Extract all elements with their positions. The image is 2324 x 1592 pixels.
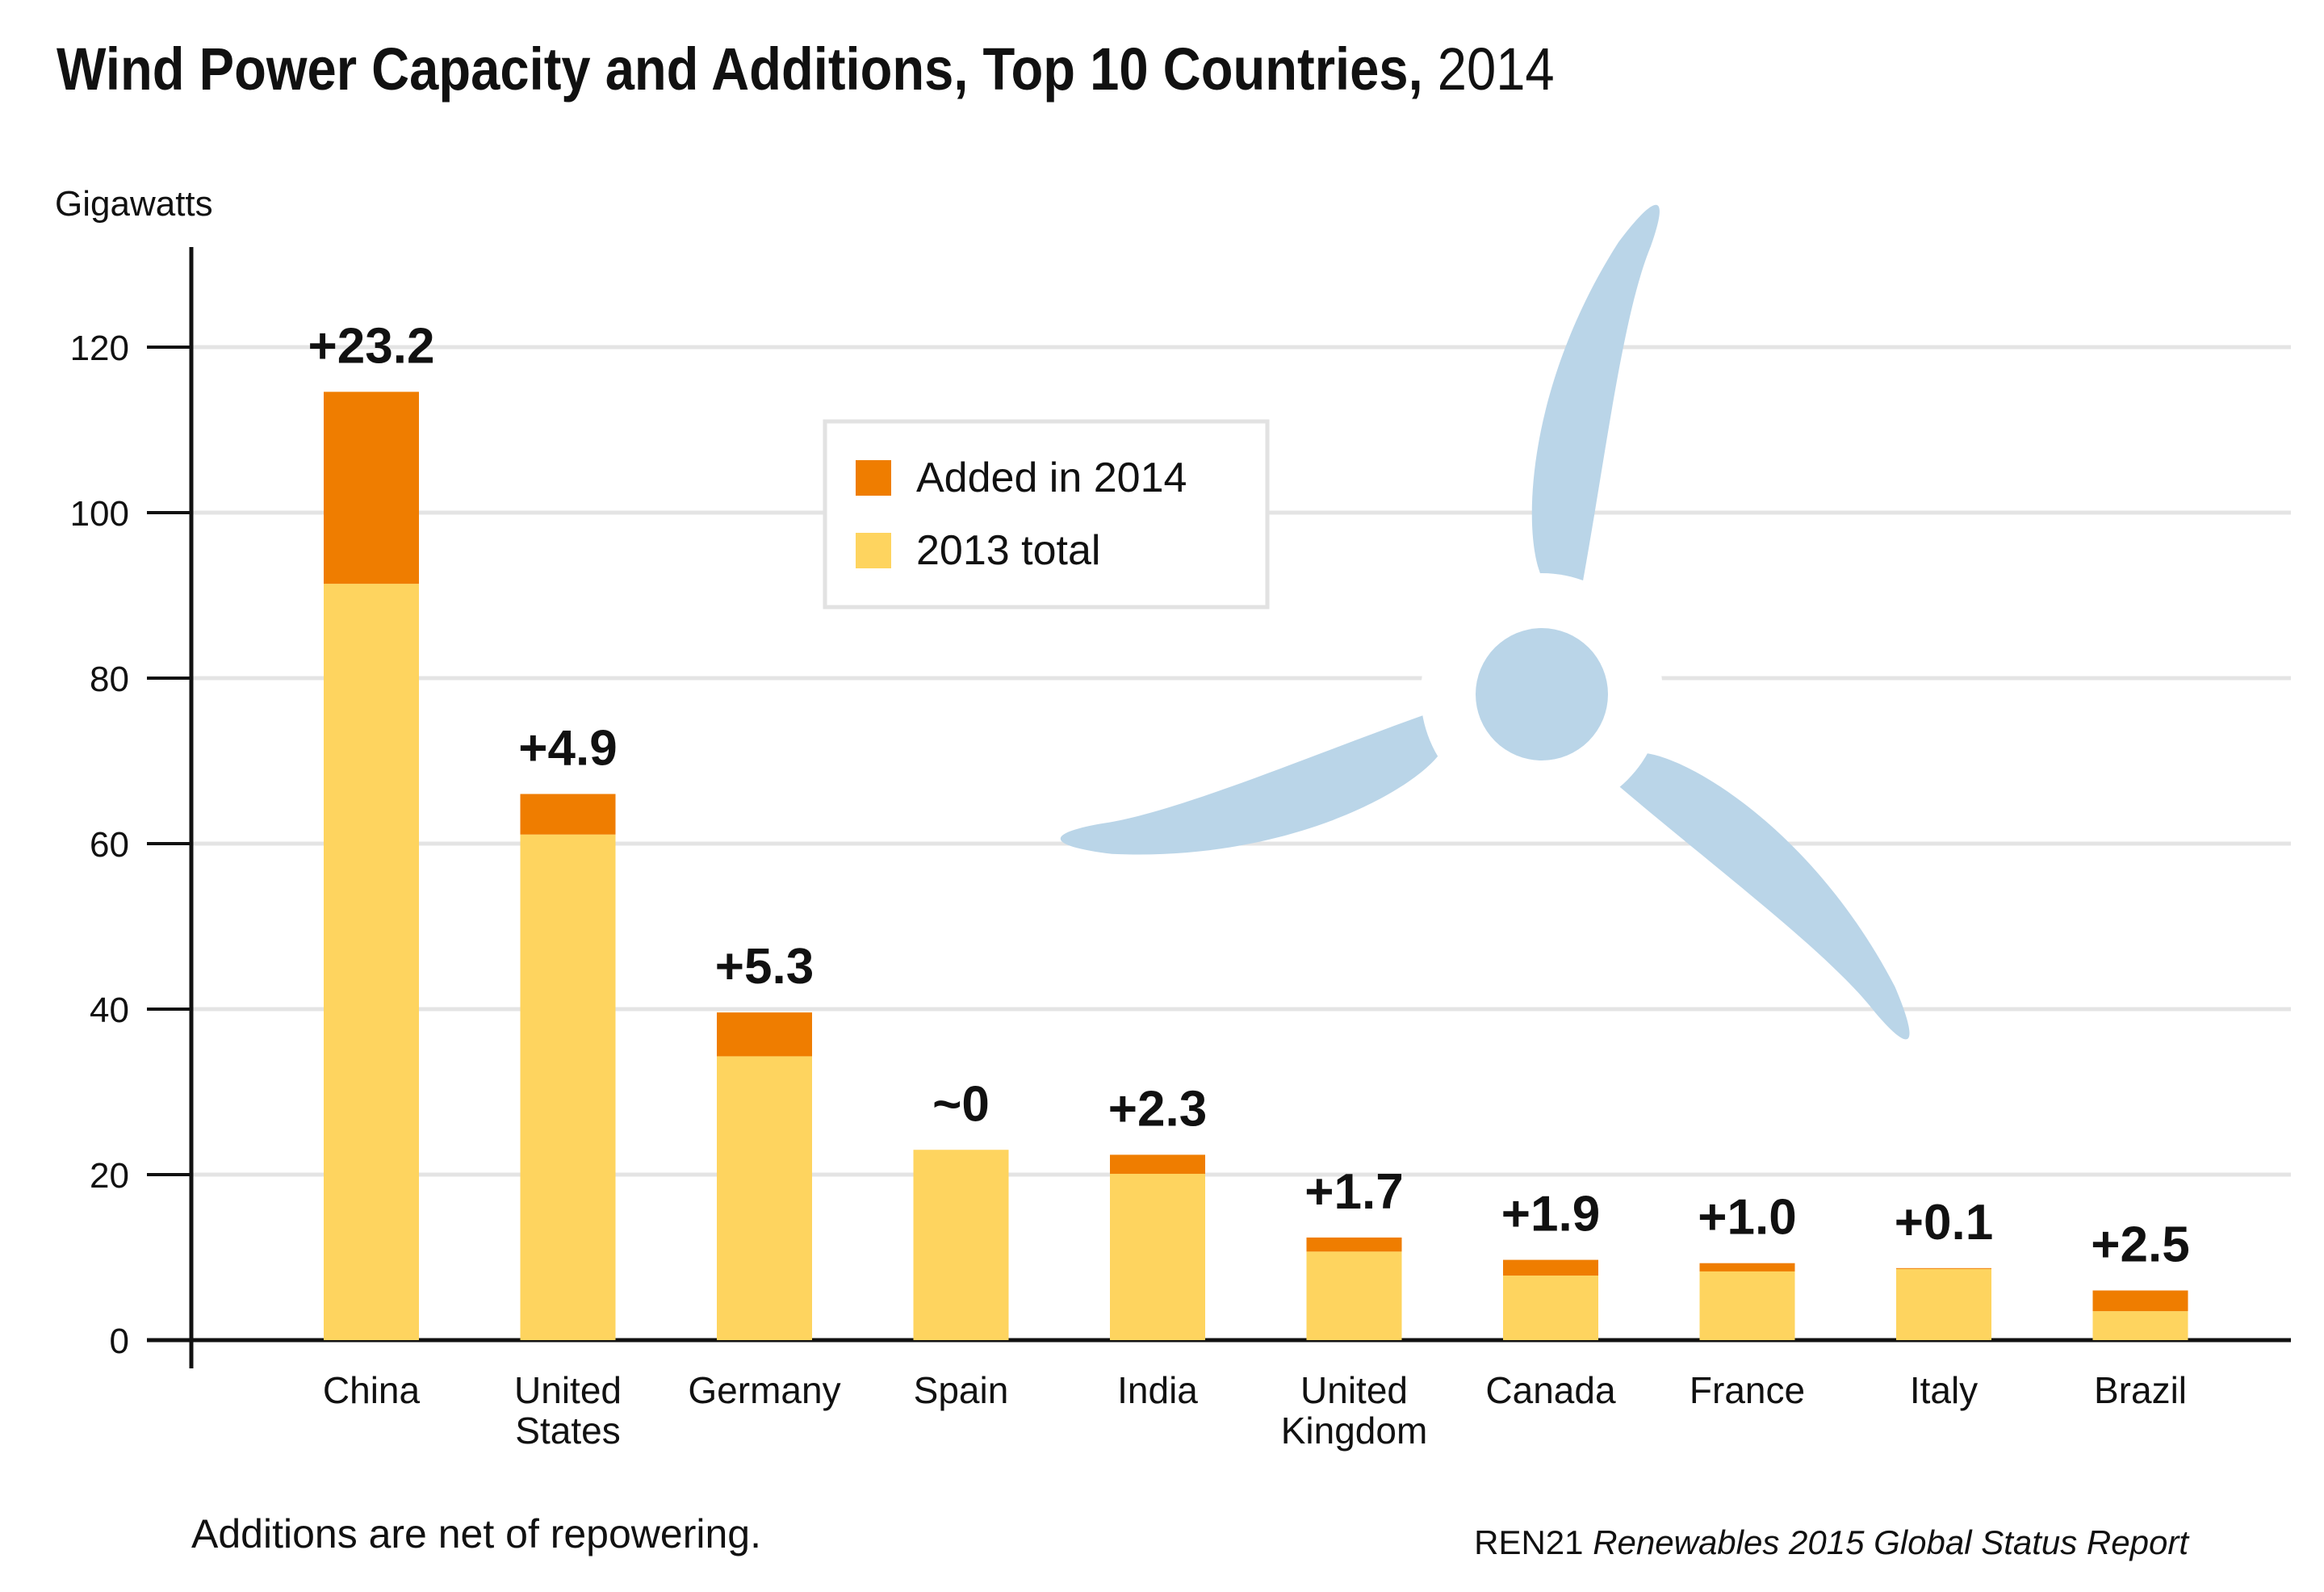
bar-2013-total (520, 834, 616, 1340)
y-tick-label: 120 (70, 329, 129, 368)
bar-added-2014 (717, 1012, 812, 1057)
bar-2013-total (913, 1150, 1009, 1340)
data-label: +5.3 (715, 939, 814, 995)
bar-added-2014 (1110, 1154, 1205, 1174)
x-tick-label-line: Italy (1910, 1369, 1978, 1411)
y-tick-label: 0 (110, 1322, 129, 1361)
x-tick-label-line: China (323, 1369, 421, 1411)
bar-2013-total (1699, 1271, 1795, 1340)
y-tick-label: 20 (90, 1156, 129, 1196)
bar-2013-total (1896, 1268, 1991, 1340)
x-tick-label: United Kingdom (1281, 1369, 1428, 1452)
x-tick-label-line: Canada (1485, 1369, 1616, 1411)
x-tick-label-line: Spain (914, 1369, 1009, 1411)
bar-2013-total (324, 584, 419, 1340)
x-tick-label: Brazil (2094, 1369, 2187, 1411)
turbine-blade-2 (1615, 752, 1910, 1040)
bar-2013-total (1110, 1173, 1205, 1340)
data-label: +23.2 (308, 318, 435, 374)
wind-turbine-icon (1060, 204, 1910, 1040)
bar-added-2014 (1896, 1267, 1991, 1269)
data-label: +2.5 (2091, 1217, 2189, 1273)
bar-added-2014 (520, 794, 616, 835)
x-tick-label: China (323, 1369, 421, 1411)
y-axis-label: Gigawatts (55, 184, 213, 224)
x-tick-label: India (1117, 1369, 1198, 1411)
x-tick-label: Germany (688, 1369, 840, 1411)
data-label: ~0 (932, 1076, 990, 1132)
chart-title: Wind Power Capacity and Additions, Top 1… (57, 31, 1555, 108)
x-tick-label: Canada (1485, 1369, 1616, 1411)
x-tick-label-line: States (515, 1410, 620, 1452)
data-label: +1.9 (1501, 1187, 1600, 1242)
x-tick-label-line: United (514, 1369, 622, 1411)
x-tick-label-line: Germany (688, 1369, 840, 1411)
x-tick-label-line: Kingdom (1281, 1410, 1428, 1452)
data-label: +0.1 (1895, 1195, 1993, 1251)
data-label: +1.0 (1698, 1190, 1796, 1246)
bar-2013-total (1306, 1251, 1402, 1340)
legend-label: 2013 total (916, 527, 1100, 574)
x-tick-label-line: Brazil (2094, 1369, 2187, 1411)
y-tick-label: 40 (90, 991, 129, 1030)
x-tick-label: France (1690, 1369, 1805, 1411)
legend-swatch (856, 460, 891, 496)
x-tick-label: Italy (1910, 1369, 1978, 1411)
title-year: 2014 (1437, 36, 1555, 103)
footnote: Additions are net of repowering. (191, 1511, 761, 1556)
legend-swatch (856, 533, 891, 568)
x-tick-label: Spain (914, 1369, 1009, 1411)
turbine-hub (1476, 628, 1608, 760)
x-tick-label-line: United (1300, 1369, 1408, 1411)
legend-box (823, 419, 1270, 610)
y-tick-label: 100 (70, 494, 129, 534)
x-tick-label-line: India (1117, 1369, 1198, 1411)
y-tick-label: 80 (90, 660, 129, 699)
bar-added-2014 (1503, 1259, 1598, 1276)
bar-2013-total (717, 1056, 812, 1340)
data-label: +2.3 (1108, 1081, 1207, 1137)
bar-added-2014 (324, 392, 419, 584)
legend-label: Added in 2014 (916, 455, 1187, 501)
source-credit: REN21 Renewables 2015 Global Status Repo… (1474, 1522, 2188, 1564)
x-tick-label: United States (514, 1369, 622, 1452)
bars (324, 392, 2188, 1340)
data-label: +1.7 (1304, 1164, 1403, 1220)
bar-added-2014 (1699, 1263, 1795, 1272)
x-tick-label-line: France (1690, 1369, 1805, 1411)
legend: Added in 2014 2013 total (823, 419, 1270, 610)
bar-2013-total (1503, 1276, 1598, 1340)
bar-2013-total (2092, 1311, 2188, 1340)
title-main: Wind Power Capacity and Additions, Top 1… (57, 36, 1423, 103)
source-org: REN21 (1474, 1523, 1584, 1561)
turbine-blade-1 (1531, 204, 1660, 585)
data-label: +4.9 (518, 721, 617, 777)
source-publication: Renewables 2015 Global Status Report (1593, 1523, 2188, 1561)
bar-added-2014 (2092, 1290, 2188, 1312)
turbine-blade-3 (1060, 714, 1441, 855)
y-tick-label: 60 (90, 825, 129, 865)
bar-added-2014 (1306, 1237, 1402, 1252)
